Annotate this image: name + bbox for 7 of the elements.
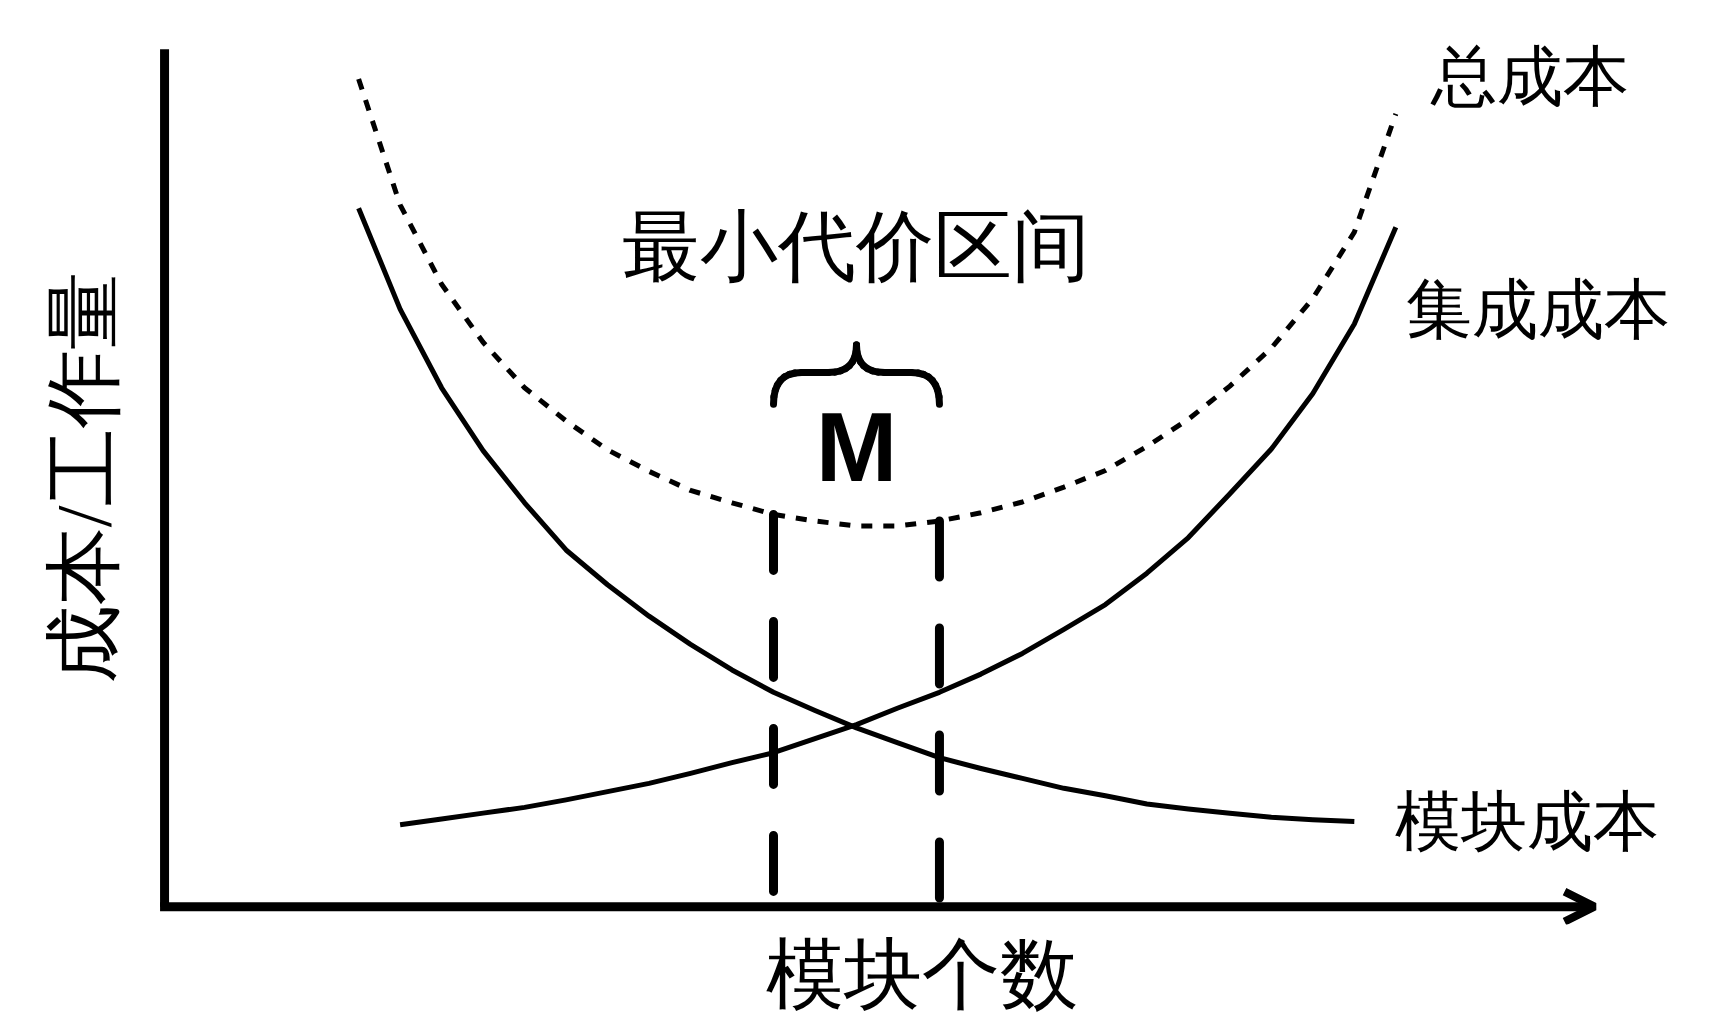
series-label: 模块成本 (1395, 784, 1660, 858)
series-label: 总成本 (1429, 40, 1629, 114)
x-axis-title: 模块个数 (765, 930, 1078, 1018)
annotation: M (815, 392, 898, 503)
series-label: 集成成本 (1405, 272, 1670, 346)
annotation: 最小代价区间 (622, 202, 1091, 290)
y-axis-title: 成本/工作量 (39, 271, 127, 684)
